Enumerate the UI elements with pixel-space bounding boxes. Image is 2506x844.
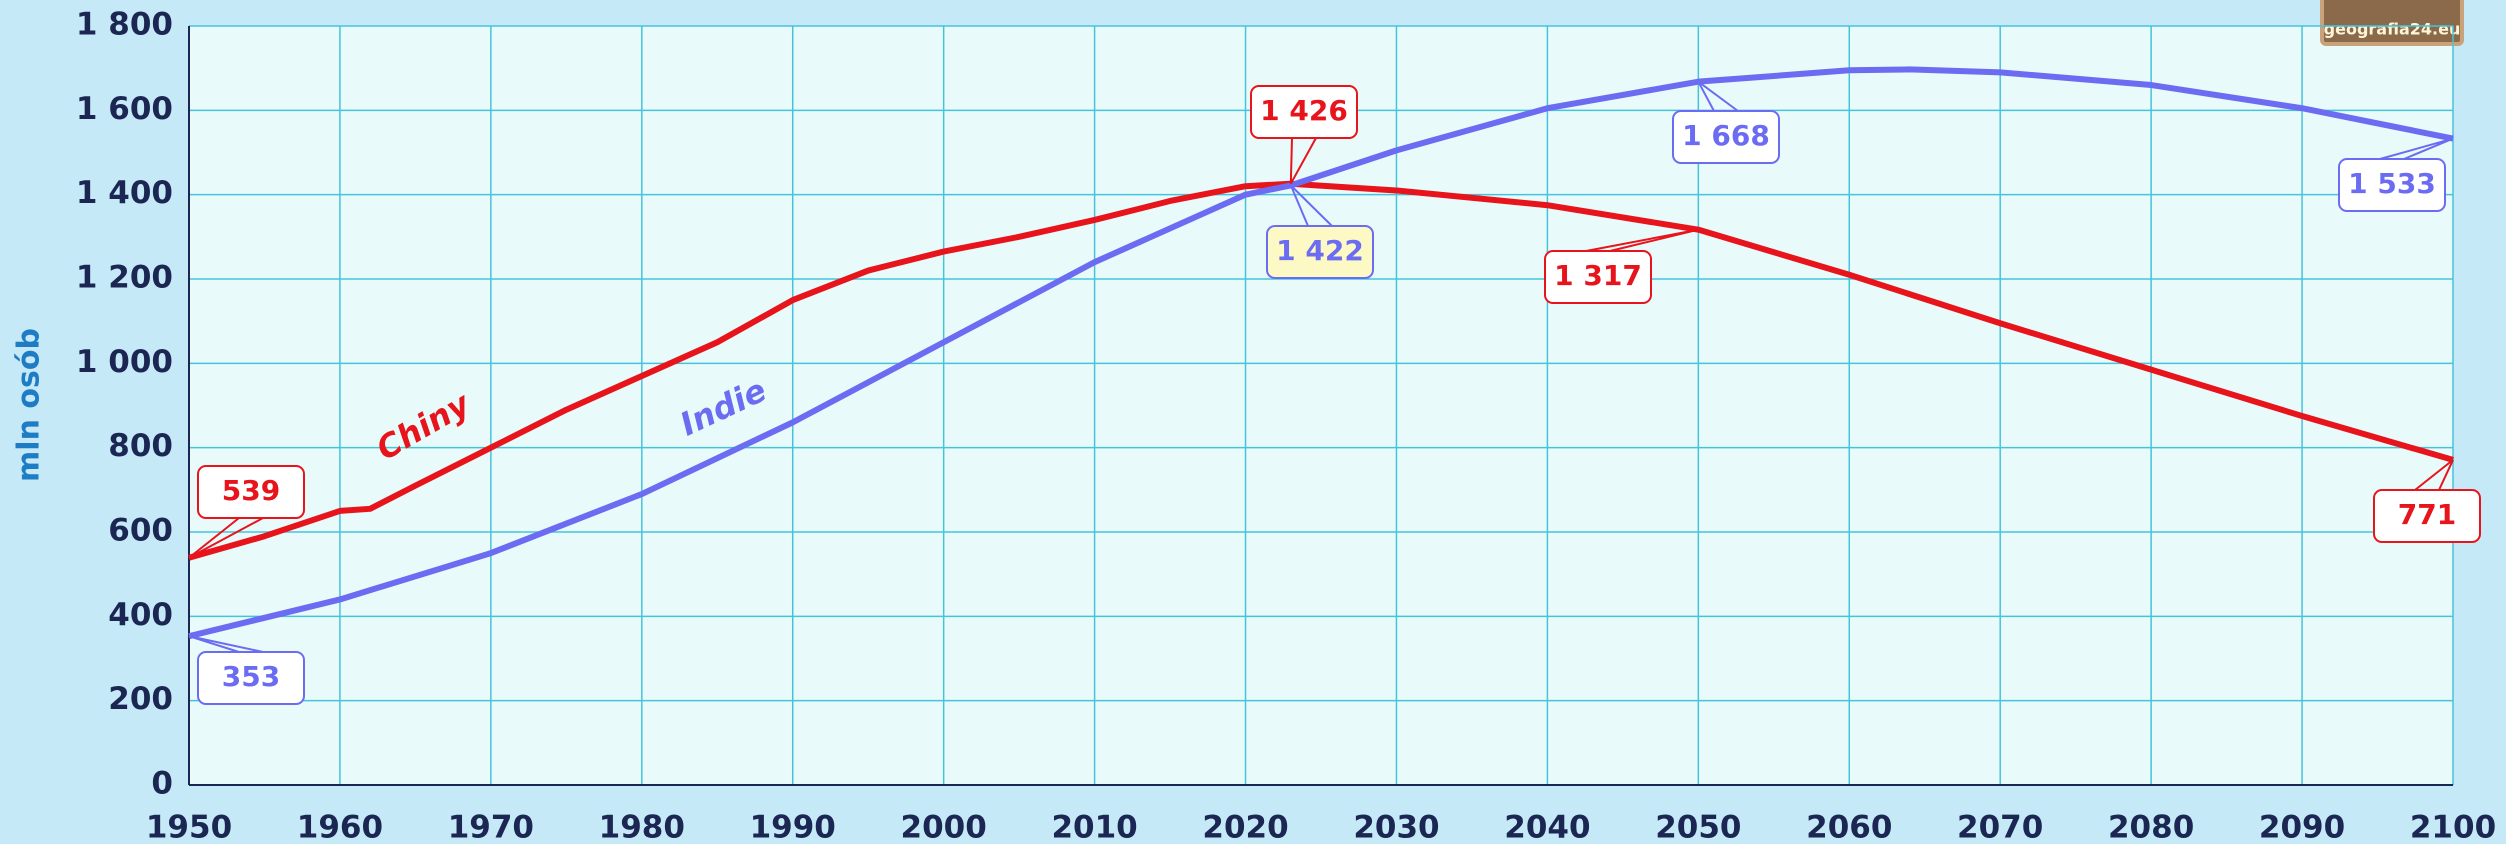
y-axis-label: mln osób bbox=[12, 328, 47, 482]
callout-box bbox=[2338, 158, 2446, 212]
x-tick-label: 2000 bbox=[901, 810, 987, 844]
y-tick-label: 800 bbox=[108, 428, 173, 464]
callout-label: 539 bbox=[222, 474, 280, 507]
callout-label: 1 668 bbox=[1682, 119, 1770, 152]
x-tick-label: 1950 bbox=[146, 810, 232, 844]
callout-label: 1 533 bbox=[2348, 167, 2436, 200]
x-tick-label: 2040 bbox=[1504, 810, 1590, 844]
callout-box bbox=[1250, 85, 1358, 139]
x-tick-label: 2100 bbox=[2410, 810, 2496, 844]
callout-box bbox=[197, 651, 305, 705]
callout-label: 1 317 bbox=[1554, 259, 1642, 292]
callout-pointer bbox=[1585, 228, 1699, 252]
x-tick-label: 2010 bbox=[1051, 810, 1137, 844]
y-tick-label: 1 000 bbox=[76, 344, 173, 380]
y-tick-label: 1 200 bbox=[76, 260, 173, 296]
plot-area bbox=[189, 26, 2453, 785]
series-line bbox=[188, 180, 2454, 561]
x-tick-label: 1990 bbox=[750, 810, 836, 844]
logo-box bbox=[2320, 0, 2464, 46]
callout-box bbox=[2373, 489, 2481, 543]
callout-label: 1 426 bbox=[1260, 94, 1348, 127]
callout-pointer bbox=[1289, 184, 1333, 227]
y-tick-label: 600 bbox=[108, 513, 173, 549]
x-tick-label: 1980 bbox=[599, 810, 685, 844]
callout-box bbox=[1266, 225, 1374, 279]
x-tick-label: 2070 bbox=[1957, 810, 2043, 844]
x-tick-label: 2050 bbox=[1655, 810, 1741, 844]
callout-pointer bbox=[2379, 137, 2454, 160]
callout-pointer bbox=[1697, 80, 1739, 112]
y-tick-label: 200 bbox=[108, 681, 173, 717]
y-tick-label: 0 bbox=[151, 766, 173, 802]
callout-pointer bbox=[1289, 137, 1317, 185]
callout-label: 1 422 bbox=[1276, 234, 1364, 267]
x-tick-label: 2060 bbox=[1806, 810, 1892, 844]
y-tick-label: 400 bbox=[108, 597, 173, 633]
callout-pointer bbox=[188, 635, 264, 653]
callout-box bbox=[197, 465, 305, 519]
series-line bbox=[188, 66, 2454, 640]
x-tick-label: 1970 bbox=[448, 810, 534, 844]
y-tick-label: 1 400 bbox=[76, 175, 173, 211]
callout-box bbox=[1544, 250, 1652, 304]
callout-label: 353 bbox=[222, 660, 280, 693]
callout-pointer bbox=[188, 517, 264, 559]
x-tick-label: 2030 bbox=[1353, 810, 1439, 844]
callout-box bbox=[1672, 110, 1780, 164]
logo: geografia24.eu bbox=[2324, 20, 2461, 39]
x-tick-label: 2080 bbox=[2108, 810, 2194, 844]
y-tick-label: 1 600 bbox=[76, 91, 173, 127]
callout-pointer bbox=[2414, 459, 2454, 491]
y-tick-label: 1 800 bbox=[76, 7, 173, 43]
callout-label: 771 bbox=[2398, 498, 2456, 531]
x-tick-label: 2090 bbox=[2259, 810, 2345, 844]
x-tick-label: 1960 bbox=[297, 810, 383, 844]
x-tick-label: 2020 bbox=[1202, 810, 1288, 844]
